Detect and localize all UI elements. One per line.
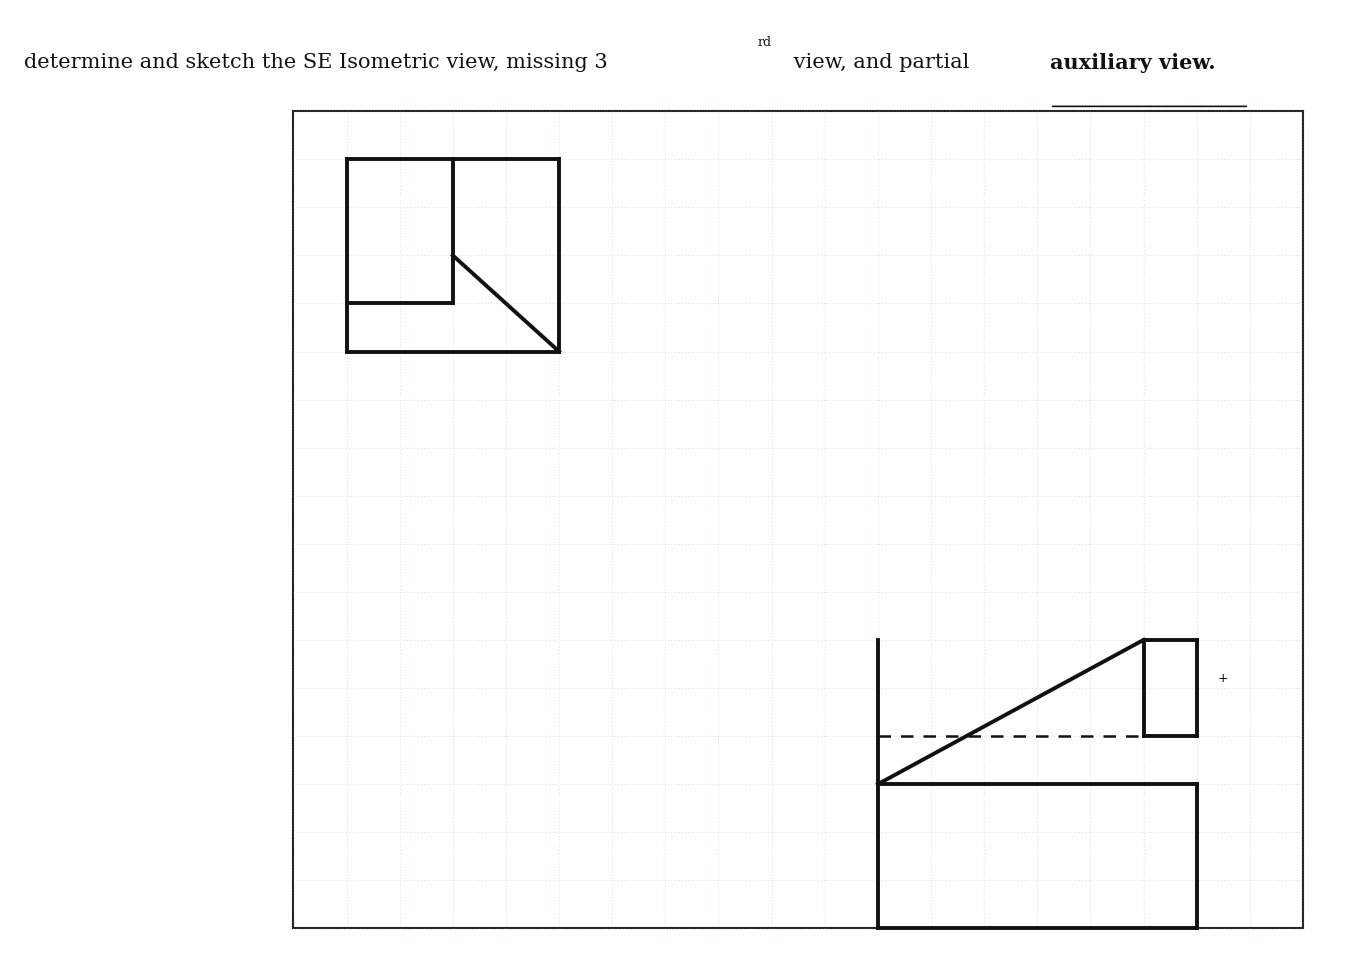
Text: auxiliary view.: auxiliary view. [1050,53,1215,73]
Text: +: + [1218,672,1229,685]
Text: view, and partial: view, and partial [787,53,989,73]
Text: rd: rd [758,36,771,48]
Text: determine and sketch the SE Isometric view, missing 3: determine and sketch the SE Isometric vi… [24,53,608,73]
